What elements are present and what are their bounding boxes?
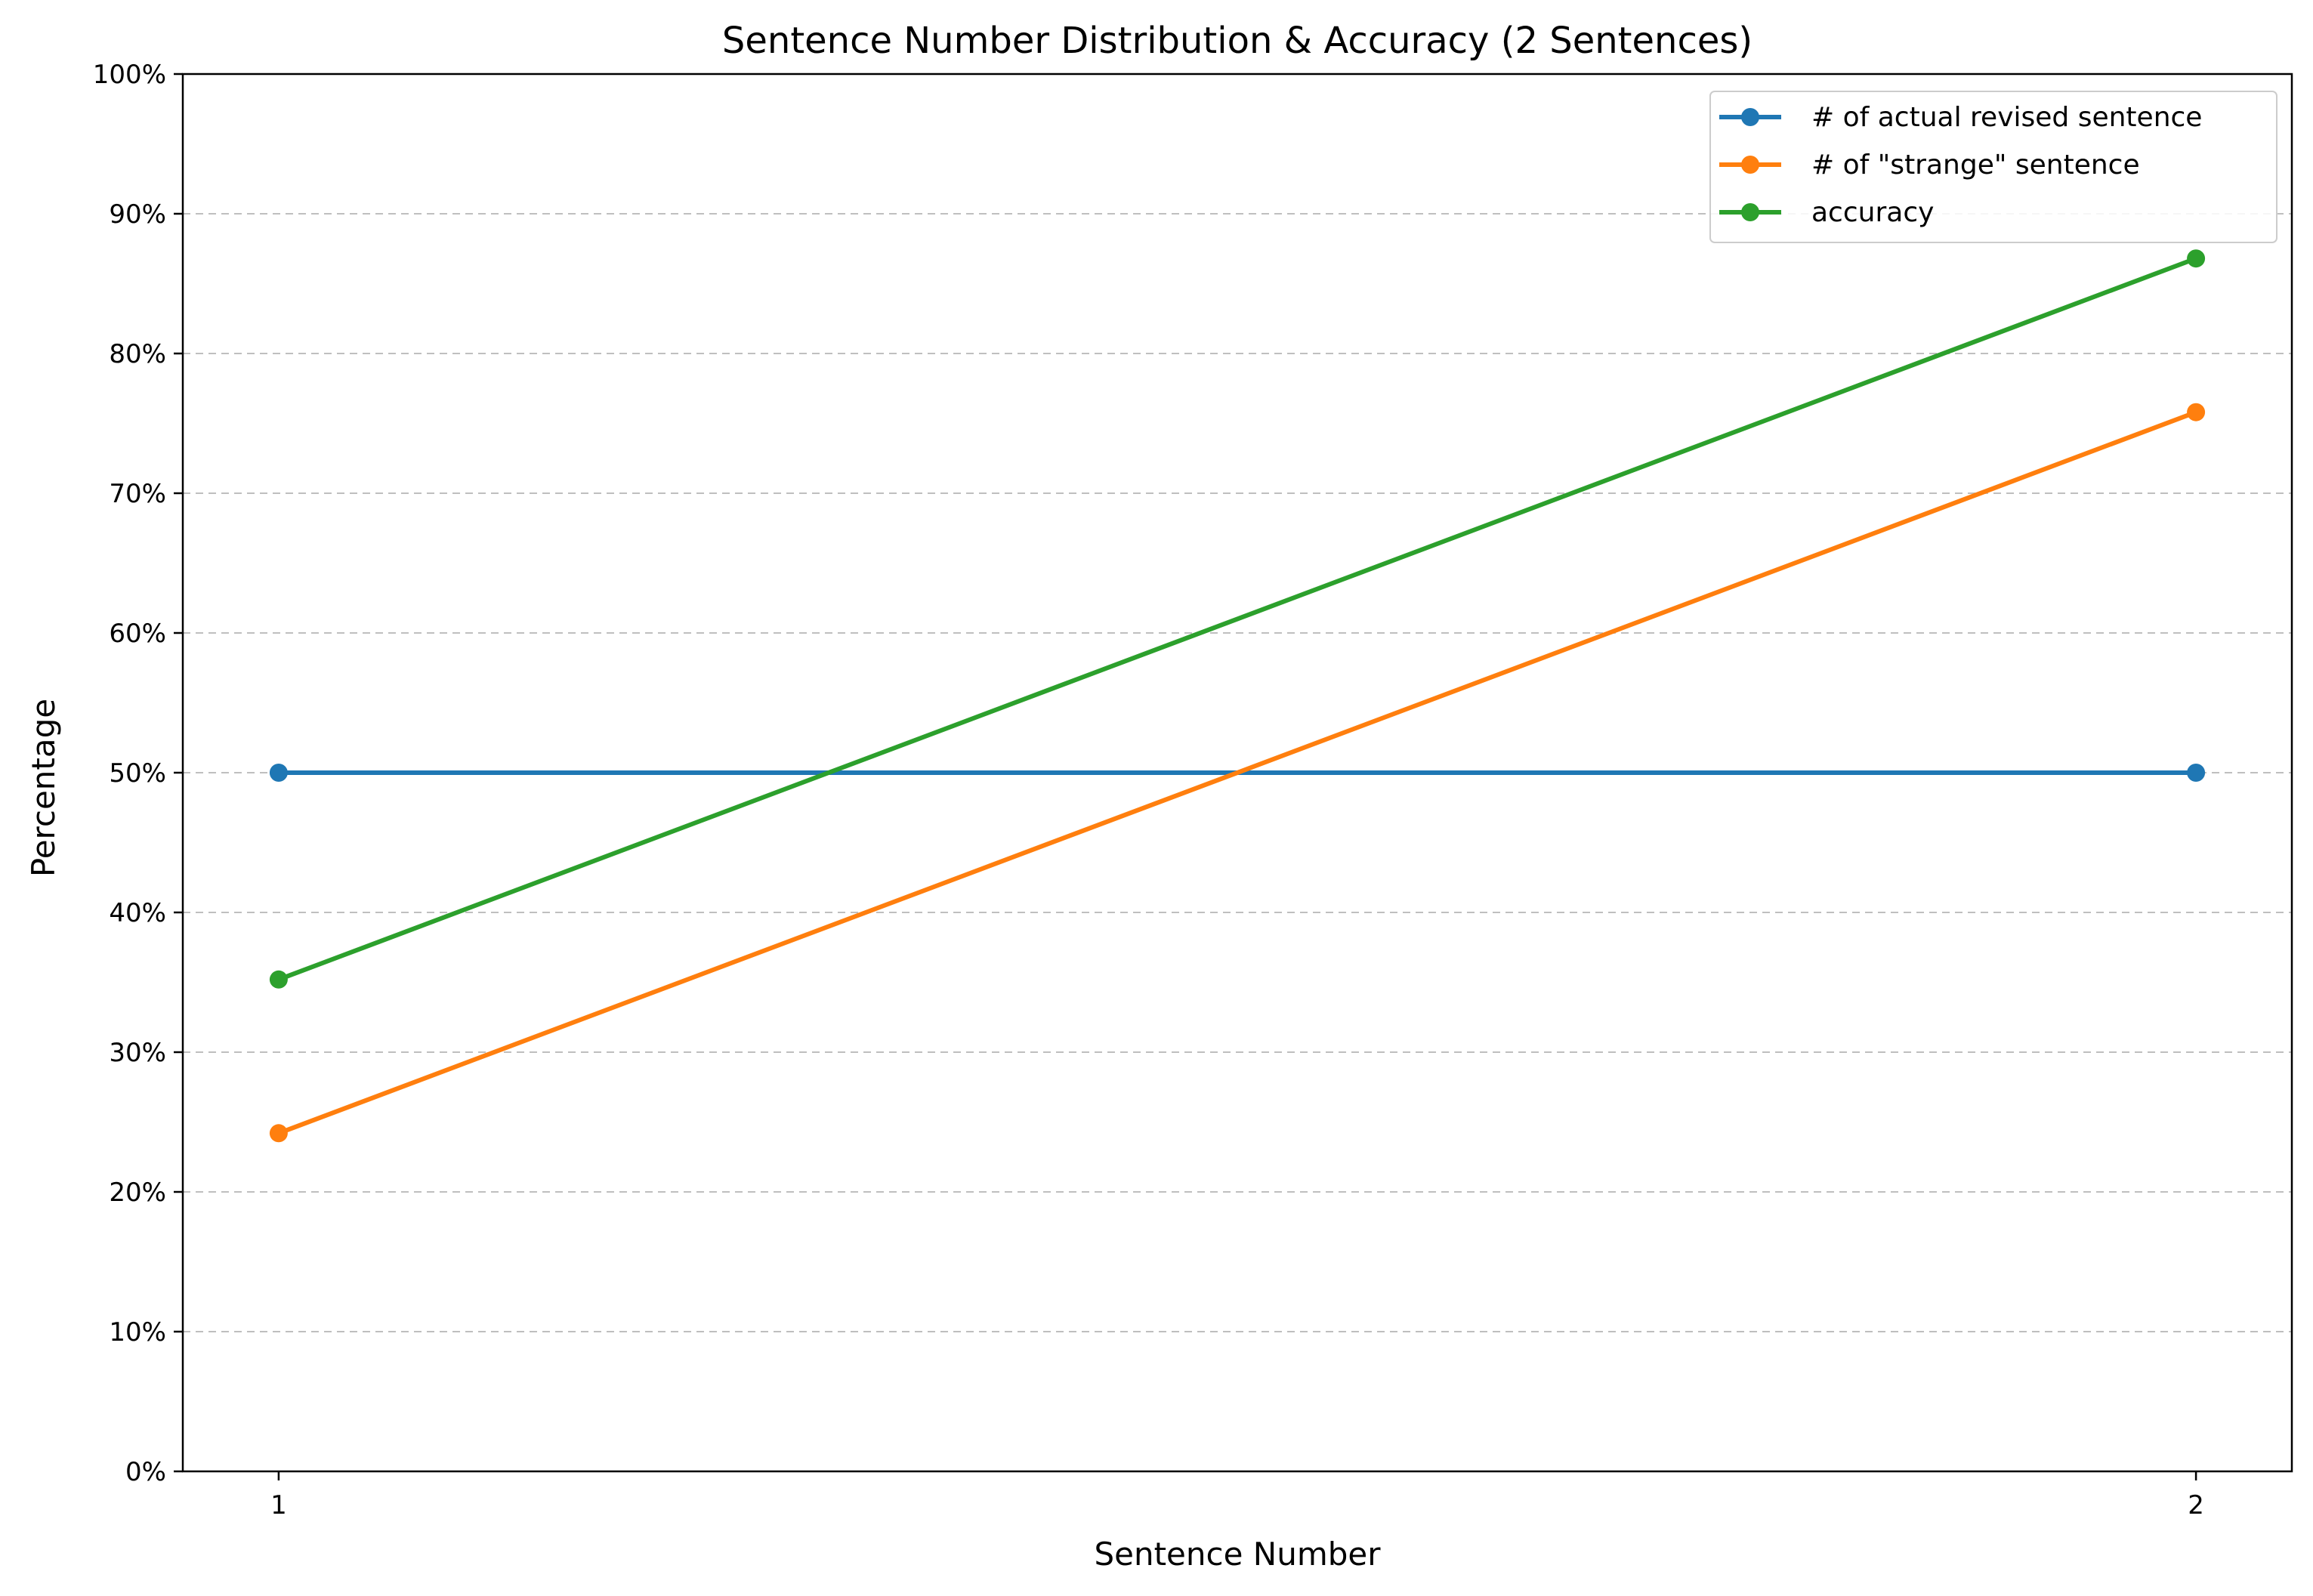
data-point [2187, 764, 2206, 782]
series-2 [269, 403, 2206, 1143]
data-point [2187, 403, 2206, 421]
y-axis-ticks: 0% 10% 20% 30% 40% 50% 60% 70% 80% 90% 100% [93, 60, 183, 1487]
y-tick-label: 100% [93, 60, 166, 90]
series-3 [269, 249, 2206, 989]
y-tick-label: 0% [125, 1457, 166, 1487]
y-tick-label: 90% [109, 199, 166, 230]
x-axis-label: Sentence Number [1094, 1536, 1381, 1573]
plot-frame [181, 73, 2293, 1473]
legend-entry: accuracy [1811, 197, 1934, 228]
chart-title: Sentence Number Distribution & Accuracy … [722, 20, 1753, 62]
x-tick-label: 1 [270, 1490, 287, 1520]
data-point [269, 970, 288, 989]
legend-marker [1741, 203, 1759, 221]
y-tick-label: 80% [109, 339, 166, 369]
legend-entry: # of actual revised sentence [1811, 102, 2202, 133]
legend-box [1709, 91, 2277, 243]
legend-marker [1741, 108, 1759, 126]
series-line [276, 409, 2199, 1136]
data-point [269, 764, 288, 782]
y-axis-label: Percentage [25, 699, 62, 877]
legend-marker [1741, 156, 1759, 174]
x-tick-label: 2 [2188, 1490, 2204, 1520]
data-point [2187, 249, 2206, 268]
y-tick-label: 40% [109, 898, 166, 928]
y-tick-label: 30% [109, 1038, 166, 1068]
y-tick-label: 60% [109, 619, 166, 649]
y-tick-label: 10% [109, 1317, 166, 1347]
y-tick-label: 20% [109, 1178, 166, 1208]
series-line [276, 256, 2199, 982]
data-point [269, 1124, 288, 1143]
legend-entry: # of "strange" sentence [1811, 150, 2140, 181]
y-tick-label: 70% [109, 479, 166, 509]
y-tick-label: 50% [109, 758, 166, 789]
series-layer [269, 249, 2206, 1143]
legend: # of actual revised sentence # of "strang… [1709, 91, 2277, 243]
